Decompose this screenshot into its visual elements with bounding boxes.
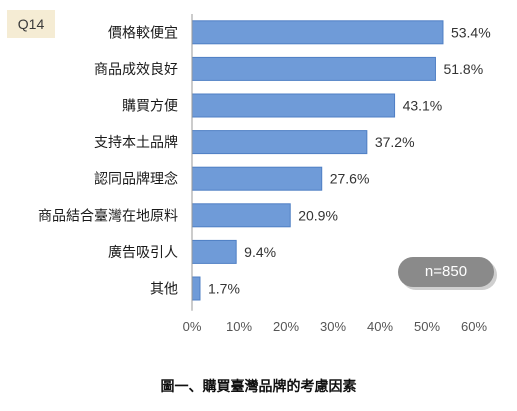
sample-size-badge: n=850	[398, 257, 494, 287]
data-label: 9.4%	[244, 244, 276, 260]
data-label: 37.2%	[375, 134, 415, 150]
x-tick-label: 30%	[320, 319, 346, 334]
category-label: 其他	[150, 282, 178, 298]
bar	[191, 20, 444, 45]
category-label: 支持本土品牌	[94, 134, 178, 151]
x-ticks-layer: 0% 10% 20% 30% 40% 50% 60%	[183, 319, 488, 334]
bar	[191, 93, 396, 118]
figure-caption: 圖一、購買臺灣品牌的考慮因素	[160, 379, 357, 395]
bar	[191, 239, 237, 264]
category-label: 商品成效良好	[94, 62, 178, 78]
data-label: 20.9%	[298, 207, 338, 223]
x-tick-label: 40%	[367, 319, 393, 334]
category-label: 商品結合臺灣在地原料	[38, 208, 178, 224]
bar	[191, 56, 436, 81]
data-label: 27.6%	[330, 171, 370, 187]
category-label: 購買方便	[122, 99, 178, 115]
category-label: 廣告吸引人	[108, 244, 178, 261]
bar	[191, 166, 323, 191]
x-tick-label: 20%	[273, 319, 299, 334]
bar	[191, 130, 368, 155]
data-label: 1.7%	[208, 281, 240, 297]
x-tick-label: 0%	[183, 319, 202, 334]
bar	[191, 203, 291, 228]
data-label: 51.8%	[443, 61, 483, 77]
category-label: 認同品牌理念	[94, 171, 178, 188]
labels-layer: 價格較便宜 53.4% 商品成效良好 51.8% 購買方便 43.1% 支持本土品牌 37.2…	[38, 24, 491, 297]
x-tick-label: 60%	[461, 319, 487, 334]
x-tick-label: 50%	[414, 319, 440, 334]
question-badge: Q14	[7, 10, 55, 38]
x-tick-label: 10%	[226, 319, 252, 334]
bar	[191, 276, 201, 301]
category-label: 價格較便宜	[108, 24, 178, 41]
data-label: 43.1%	[403, 98, 443, 114]
data-label: 53.4%	[451, 24, 491, 40]
